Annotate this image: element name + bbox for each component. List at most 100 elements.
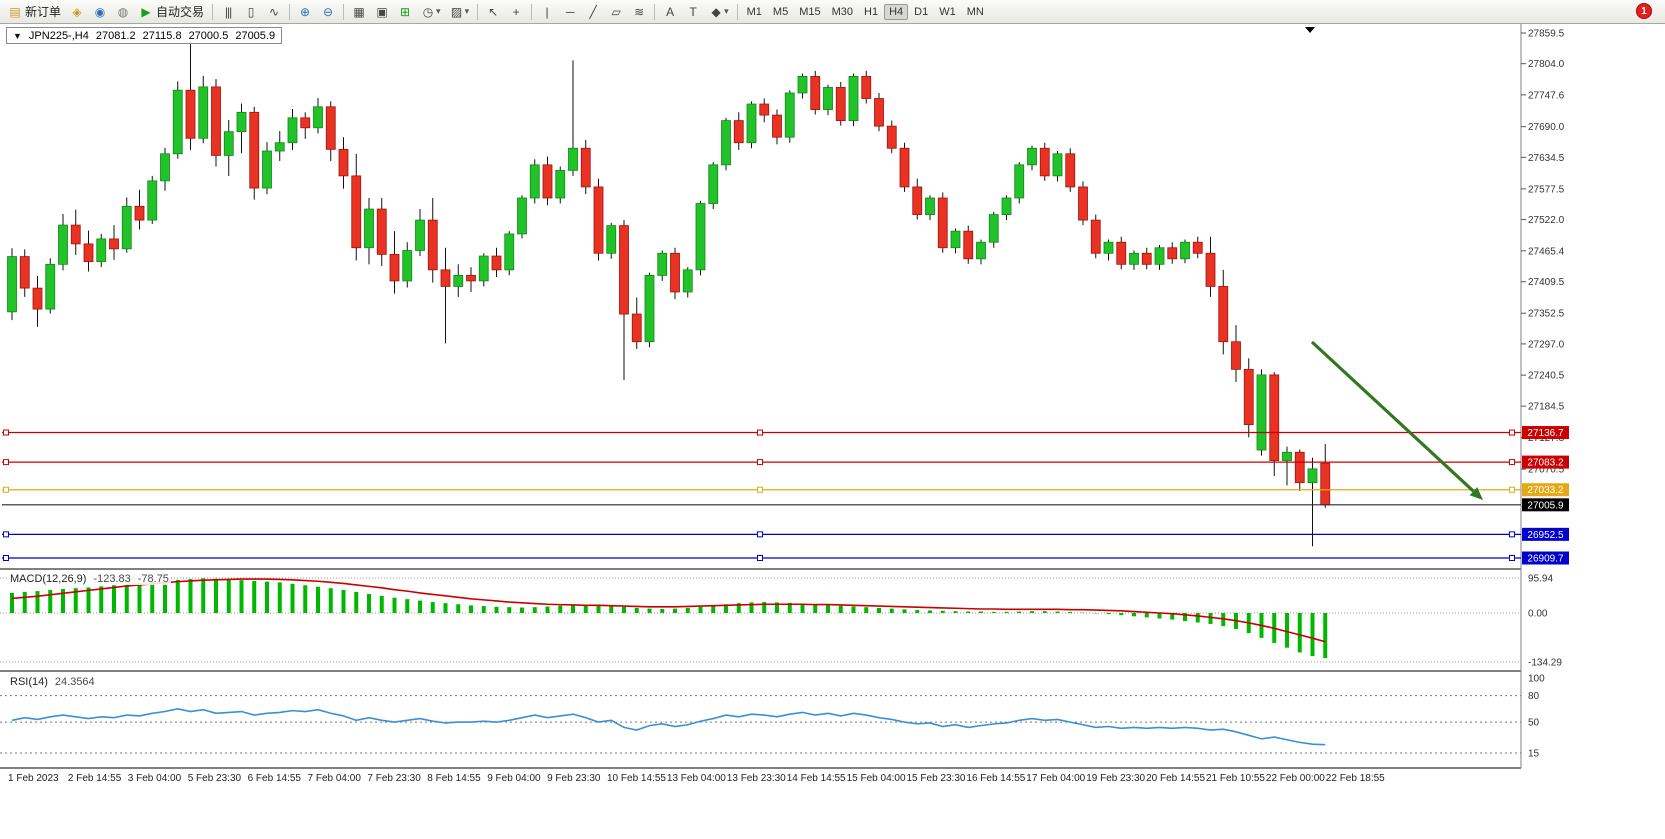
chart-shift-marker xyxy=(1305,27,1315,33)
timeframe-m1[interactable]: M1 xyxy=(746,5,762,18)
line-handle[interactable] xyxy=(757,459,763,466)
candle-body xyxy=(619,225,629,315)
new-chart-button[interactable]: ⊞ xyxy=(394,1,416,22)
crosshair-button[interactable]: + xyxy=(505,1,527,22)
line-handle[interactable] xyxy=(1509,459,1515,466)
line-handle[interactable] xyxy=(757,531,763,538)
candle-body xyxy=(364,208,374,249)
price-tag-label: 27005.9 xyxy=(1527,500,1564,511)
shapes-button[interactable]: ◆ ▾ xyxy=(705,1,733,22)
line-handle[interactable] xyxy=(757,429,763,436)
fibonacci-button[interactable]: ≋ xyxy=(628,1,650,22)
timeframe-w1[interactable]: W1 xyxy=(939,5,956,18)
line-handle[interactable] xyxy=(3,459,9,466)
channel-button[interactable]: ▱ xyxy=(605,1,627,22)
toolbar-separator xyxy=(736,3,738,20)
candle-body xyxy=(1052,153,1063,177)
text-label-button[interactable]: T xyxy=(682,1,704,22)
timeframe-m30[interactable]: M30 xyxy=(831,5,853,18)
candle-body xyxy=(1256,374,1267,451)
candle-body xyxy=(721,120,731,166)
candle-body xyxy=(657,252,668,276)
cascade-windows-button[interactable]: ▣ xyxy=(371,1,393,22)
price-tag-label: 26909.7 xyxy=(1527,554,1564,565)
candle-body xyxy=(555,169,566,199)
vertical-line-button[interactable]: | xyxy=(536,1,558,22)
candle-body xyxy=(440,269,451,287)
horizontal-line-button[interactable]: ─ xyxy=(559,1,581,22)
periods-button[interactable]: ◷ ▾ xyxy=(417,1,445,22)
trend-arrow-head xyxy=(1469,487,1483,500)
candle-body xyxy=(7,256,17,313)
timeframe-h4[interactable]: H4 xyxy=(884,3,909,20)
new-order-button[interactable]: ▤ 新订单 xyxy=(4,1,65,22)
trendline-icon: ╱ xyxy=(589,4,597,19)
line-chart-button[interactable]: ∿ xyxy=(263,1,285,22)
candle-body xyxy=(249,111,260,189)
line-handle[interactable] xyxy=(3,486,9,493)
time-axis-label: 14 Feb 14:55 xyxy=(787,773,846,784)
symbol-ohlc-box: ▼ JPN225-,H4 27081.2 27115.8 27000.5 270… xyxy=(6,27,283,44)
macd-main-value: -123.83 xyxy=(93,573,131,585)
candle-body xyxy=(912,186,923,215)
timeframe-h1[interactable]: H1 xyxy=(864,5,879,18)
line-handle[interactable] xyxy=(757,486,763,493)
price-tag-label: 27083.2 xyxy=(1527,458,1564,469)
price-tag xyxy=(1522,527,1569,541)
timeframe-m15[interactable]: M15 xyxy=(799,5,821,18)
toolbar-separator xyxy=(531,3,533,20)
candle-body xyxy=(402,250,413,282)
periods-icon: ◷ xyxy=(422,4,434,19)
timeframe-m5[interactable]: M5 xyxy=(772,5,789,18)
auto-trading-button[interactable]: ▶ 自动交易 xyxy=(135,1,208,22)
candle-body xyxy=(963,230,974,260)
candle-body xyxy=(517,197,527,235)
candle-body xyxy=(1167,247,1178,260)
candle-body xyxy=(389,253,400,282)
timeframe-mn[interactable]: MN xyxy=(966,5,984,18)
text-button[interactable]: A xyxy=(659,1,681,22)
notification-badge[interactable]: 1 xyxy=(1636,3,1652,19)
data-window-button[interactable]: ◍ xyxy=(112,1,134,22)
shapes-icon: ◆ xyxy=(711,4,721,19)
one-click-trading-toggle[interactable]: ▼ xyxy=(13,30,22,41)
line-handle[interactable] xyxy=(1509,555,1515,561)
line-handle[interactable] xyxy=(1509,531,1515,538)
chart-canvas[interactable]: 27859.5 27804.0 27747.6 27690.0 27634.5 27577… xyxy=(0,24,1665,839)
line-handle[interactable] xyxy=(3,531,9,538)
candlestick-chart-button[interactable]: ▯ xyxy=(240,1,262,22)
price-tick-label: 27465.4 xyxy=(1528,246,1565,257)
line-handle[interactable] xyxy=(757,555,763,561)
chart-window: 27859.5 27804.0 27747.6 27690.0 27634.5 27577… xyxy=(0,24,1665,839)
price-tag-label: 26952.5 xyxy=(1527,530,1564,541)
time-axis-label: 21 Feb 10:55 xyxy=(1206,773,1265,784)
time-axis-label: 19 Feb 23:30 xyxy=(1086,773,1145,784)
bar-chart-button[interactable]: ||| xyxy=(217,1,239,22)
candle-body xyxy=(950,230,961,249)
zoom-in-button[interactable]: ⊕ xyxy=(294,1,316,22)
price-tick-label: 27297.0 xyxy=(1528,339,1565,350)
zoom-out-button[interactable]: ⊖ xyxy=(317,1,339,22)
candlestick-chart-icon: ▯ xyxy=(247,4,255,19)
price-tag xyxy=(1522,455,1569,469)
templates-button[interactable]: ▨ ▾ xyxy=(446,1,474,22)
cursor-button[interactable]: ↖ xyxy=(482,1,504,22)
trend-arrow[interactable] xyxy=(1310,340,1475,493)
line-handle[interactable] xyxy=(3,429,9,436)
candle-body xyxy=(19,256,30,289)
trendline-button[interactable]: ╱ xyxy=(582,1,604,22)
candle-body xyxy=(976,241,986,260)
time-axis-label: 22 Feb 18:55 xyxy=(1326,773,1385,784)
symbols-button[interactable]: ◈ xyxy=(66,1,88,22)
line-handle[interactable] xyxy=(1509,486,1515,493)
candle-body xyxy=(1103,241,1114,254)
candle-body xyxy=(70,224,81,245)
candle-body xyxy=(874,98,884,127)
macd-tick-label: 95.94 xyxy=(1528,574,1553,585)
line-handle[interactable] xyxy=(1509,429,1515,436)
timeframe-d1[interactable]: D1 xyxy=(914,5,929,18)
tile-windows-button[interactable]: ▦ xyxy=(348,1,370,22)
line-handle[interactable] xyxy=(3,555,9,561)
profiles-button[interactable]: ◉ xyxy=(89,1,111,22)
candle-body xyxy=(211,86,221,156)
